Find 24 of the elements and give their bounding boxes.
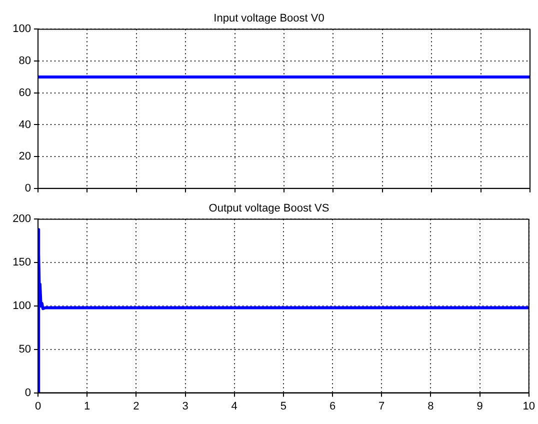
y-tick-label: 0 xyxy=(24,182,31,194)
y-tick-label: 150 xyxy=(12,256,31,269)
y-tick-label: 80 xyxy=(18,55,31,68)
x-tick-label: 3 xyxy=(182,400,188,412)
x-tick-label: 6 xyxy=(329,400,336,412)
y-tick-label: 200 xyxy=(12,213,31,226)
x-tick-label: 0 xyxy=(34,400,42,412)
x-tick-label: 7 xyxy=(378,400,385,412)
x-tick-label: 8 xyxy=(428,400,434,412)
x-tick-label: 1 xyxy=(84,400,90,412)
x-tick-label: 5 xyxy=(280,400,287,412)
y-tick-label: 0 xyxy=(24,386,31,399)
x-tick-label: 4 xyxy=(231,400,238,412)
y-tick-label: 40 xyxy=(18,118,31,131)
y-tick-label: 60 xyxy=(18,86,31,99)
chart-title: Output voltage Boost VS xyxy=(208,202,330,215)
x-tick-label: 2 xyxy=(133,400,140,412)
chart-title: Input voltage Boost V0 xyxy=(214,12,324,25)
y-tick-label: 100 xyxy=(12,23,31,36)
y-tick-label: 50 xyxy=(18,343,31,356)
x-tick-label: 9 xyxy=(476,400,483,412)
y-tick-label: 20 xyxy=(18,150,31,163)
y-tick-label: 100 xyxy=(12,300,31,312)
x-tick-label: 10 xyxy=(522,400,536,412)
